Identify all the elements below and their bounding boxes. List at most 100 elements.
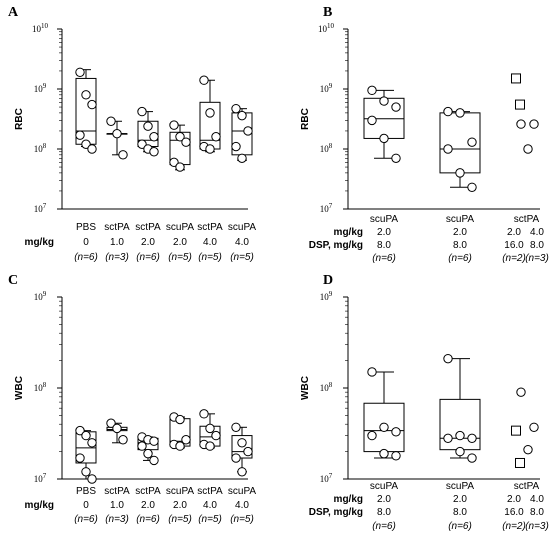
data-point [379,448,389,459]
panel-d: D 107 108 109 WBC scuPA 2.0 8.0 (n=6) scuPA 2.0 8.0… [300,273,549,532]
panel-letter: B [323,5,332,20]
row-label: mg/kg [334,227,363,238]
extra-group [511,73,539,154]
data-point [87,474,97,484]
data-point [231,422,241,432]
row-label: mg/kg [25,500,54,511]
dose-label: 2.0 [453,494,467,505]
n-label: (n=3) [525,253,549,264]
category-label: sctPA [197,486,223,497]
data-point [106,418,116,428]
y-tick-label: 109 [34,290,47,302]
y-tick-label: 108 [320,381,333,393]
n-label: (n=5) [198,252,222,263]
y-axis-label: WBC [300,376,311,400]
y-tick-label: 1010 [32,22,49,34]
category-label: sctPA [514,214,540,225]
dsp-label: 16.0 [504,240,524,251]
n-label: (n=6) [372,521,396,532]
y-tick-label: 107 [320,472,333,484]
category-label: scuPA [228,486,256,497]
n-label: (n=6) [74,252,98,263]
data-point [143,121,153,131]
category-label: sctPA [197,222,223,233]
panel-c: C 107 108 109 WBC PBS 0 (n=6) sctPA 1.0 (n=3) sctPA… [8,273,256,525]
data-point [523,444,533,455]
data-point [367,430,377,441]
y-tick-label: 107 [320,202,333,214]
dose-label: 2.0 [173,500,187,511]
box-group [137,432,159,466]
data-point [231,453,241,463]
data-point [81,139,91,149]
data-point [149,132,159,142]
n-label: (n=6) [74,514,98,525]
box-group [231,103,253,163]
data-point [175,162,185,172]
n-label: (n=3) [105,252,129,263]
dose-label: 4.0 [203,500,217,511]
data-point [175,441,185,451]
data-point [455,446,465,457]
data-point [199,75,209,85]
dsp-label: 8.0 [377,240,391,251]
data-point-square [515,99,525,110]
data-point [455,168,465,178]
n-label: (n=5) [198,514,222,525]
category-label: scuPA [370,214,398,225]
data-point [237,467,247,477]
y-axis-label: WBC [14,376,25,400]
data-point [169,157,179,168]
category-label: sctPA [104,222,130,233]
category-label: scuPA [446,214,474,225]
data-point [87,144,97,154]
data-point [455,108,465,118]
category-label: scuPA [166,486,194,497]
category-label: sctPA [104,486,130,497]
data-point [87,438,97,448]
data-point [149,455,159,466]
extra-group [511,387,539,468]
dsp-label: 8.0 [453,240,467,251]
data-point [149,147,159,157]
data-point [379,96,389,106]
dsp-label: 8.0 [377,507,391,518]
data-point [75,130,85,140]
data-point [205,108,215,118]
data-point [516,387,526,397]
y-axis-label: RBC [300,108,311,130]
data-point [231,103,241,114]
panel-letter: C [8,273,18,288]
dsp-label: 8.0 [530,240,544,251]
data-point [237,110,247,121]
dose-label: 2.0 [453,227,467,238]
row-label: DSP, mg/kg [309,507,363,518]
data-point [391,451,401,461]
n-label: (n=3) [525,521,549,532]
category-label: scuPA [370,481,398,492]
box-group [439,106,481,192]
data-point [467,182,477,192]
data-point [181,137,191,147]
dose-label: 2.0 [141,500,155,511]
box-group [75,425,97,484]
dose-label: 0 [83,237,89,248]
dose-label: 2.0 [173,237,187,248]
dose-label: 2.0 [507,494,521,505]
data-point [81,90,91,100]
data-point [443,433,453,444]
dose-label: 0 [83,500,89,511]
data-point [523,144,533,154]
box-group [106,116,128,160]
data-point [367,115,377,126]
data-point [211,430,221,441]
y-tick-label: 108 [34,381,47,393]
dose-label: 2.0 [507,227,521,238]
box-group [169,120,191,172]
n-label: (n=5) [230,514,254,525]
n-label: (n=6) [448,521,472,532]
data-point-square [515,457,525,468]
box-group [137,106,159,157]
category-label: scuPA [228,222,256,233]
